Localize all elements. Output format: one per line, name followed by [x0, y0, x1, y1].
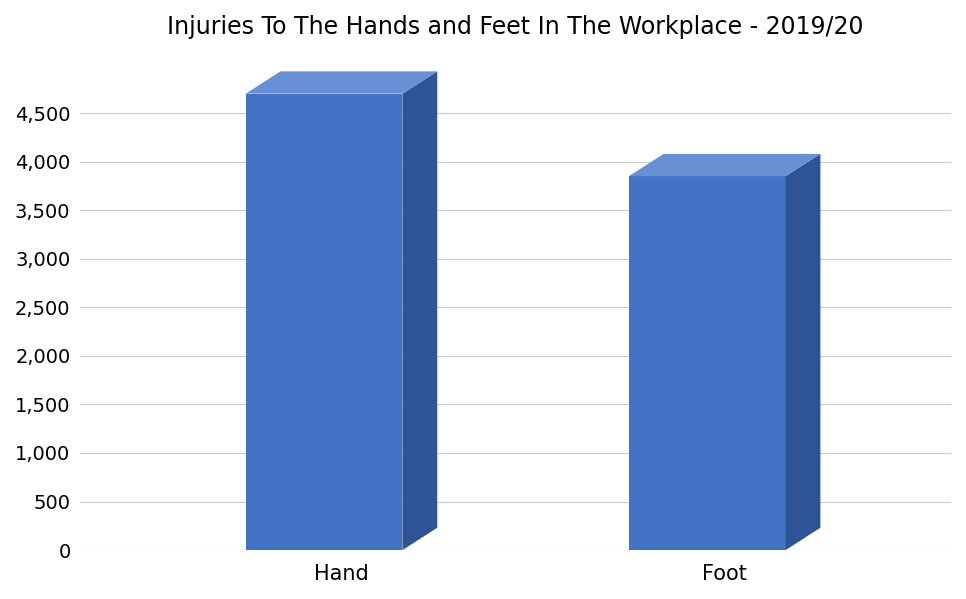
Polygon shape: [629, 176, 785, 550]
Polygon shape: [403, 71, 438, 550]
Polygon shape: [785, 154, 820, 550]
Polygon shape: [245, 93, 403, 550]
Title: Injuries To The Hands and Feet In The Workplace - 2019/20: Injuries To The Hands and Feet In The Wo…: [167, 15, 864, 39]
Polygon shape: [629, 154, 820, 176]
Polygon shape: [245, 71, 438, 93]
